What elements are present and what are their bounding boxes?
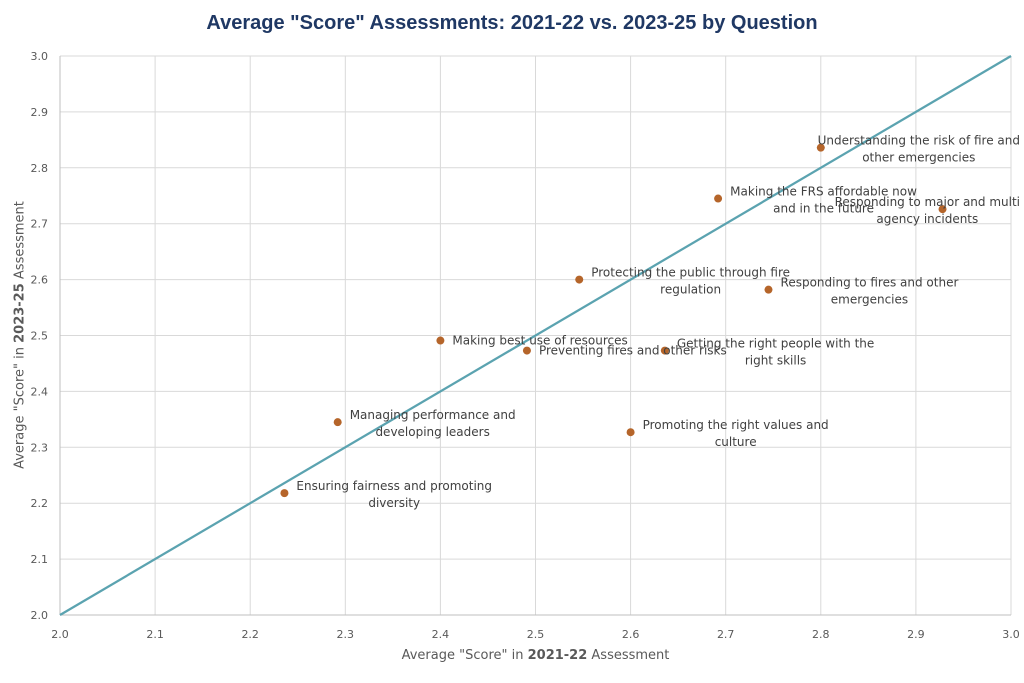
data-point [714, 194, 723, 203]
data-point [764, 285, 773, 294]
data-label: Understanding the risk of fire and other … [818, 134, 1020, 165]
data-point [575, 275, 584, 284]
x-tick-label: 2.9 [907, 628, 925, 641]
data-points [280, 143, 947, 498]
data-point [522, 346, 531, 355]
y-tick-label: 2.9 [31, 106, 49, 119]
data-label: Managing performance and developing leade… [350, 408, 516, 439]
data-label: Making best use of resources [452, 334, 627, 348]
x-axis-label: Average "Score" in 2021-22 Assessment [401, 648, 670, 663]
x-tick-label: 2.3 [337, 628, 355, 641]
data-label: Responding to fires and other emergencies [781, 276, 959, 307]
y-tick-label: 3.0 [31, 50, 49, 63]
data-point [436, 336, 445, 345]
reference-line-group [59, 55, 1012, 616]
x-tick-label: 2.5 [527, 628, 545, 641]
x-tick-label: 2.1 [146, 628, 164, 641]
y-tick-label: 2.2 [31, 497, 49, 510]
x-tick-label: 2.6 [622, 628, 640, 641]
data-label: Making the FRS affordable now and in the … [730, 185, 917, 216]
gridlines [60, 55, 1012, 615]
x-tick-label: 3.0 [1002, 628, 1020, 641]
reference-line [59, 55, 1012, 616]
y-tick-label: 2.6 [31, 274, 49, 287]
x-tick-label: 2.7 [717, 628, 735, 641]
data-point [626, 428, 635, 437]
y-axis-ticks: 2.0 2.1 2.2 2.3 2.4 2.5 2.6 2.7 2.8 2.9 3.0 [31, 50, 49, 622]
x-tick-label: 2.2 [241, 628, 259, 641]
x-tick-label: 2.4 [432, 628, 450, 641]
data-label: Responding to major and multi agency inci… [835, 195, 1020, 226]
data-label: Preventing fires and other risks [539, 344, 727, 358]
y-tick-label: 2.4 [31, 385, 49, 398]
x-tick-label: 2.8 [812, 628, 830, 641]
data-point [816, 143, 825, 152]
data-label: Getting the right people with the right s… [677, 337, 874, 368]
data-label: Protecting the public through fire regula… [591, 266, 790, 297]
chart-title: Average "Score" Assessments: 2021-22 vs.… [206, 12, 818, 34]
data-label: Promoting the right values and culture [643, 418, 829, 449]
axes [59, 56, 1011, 616]
data-point [333, 418, 342, 427]
data-point [660, 346, 669, 355]
y-tick-label: 2.5 [31, 330, 49, 343]
y-tick-label: 2.8 [31, 162, 49, 175]
y-tick-label: 2.3 [31, 441, 49, 454]
data-point [938, 205, 947, 214]
y-tick-label: 2.0 [31, 609, 49, 622]
data-point [280, 489, 289, 498]
data-label: Ensuring fairness and promoting diversity [296, 479, 492, 510]
y-axis-label: Average "Score" in 2023-25 Assessment [12, 201, 28, 469]
point-labels: Understanding the risk of fire and other … [296, 134, 1020, 510]
x-tick-label: 2.0 [51, 628, 69, 641]
x-axis-ticks: 2.0 2.1 2.2 2.3 2.4 2.5 2.6 2.7 2.8 2.9 3.0 [51, 628, 1020, 641]
y-tick-label: 2.1 [31, 553, 49, 566]
y-tick-label: 2.7 [31, 218, 49, 231]
